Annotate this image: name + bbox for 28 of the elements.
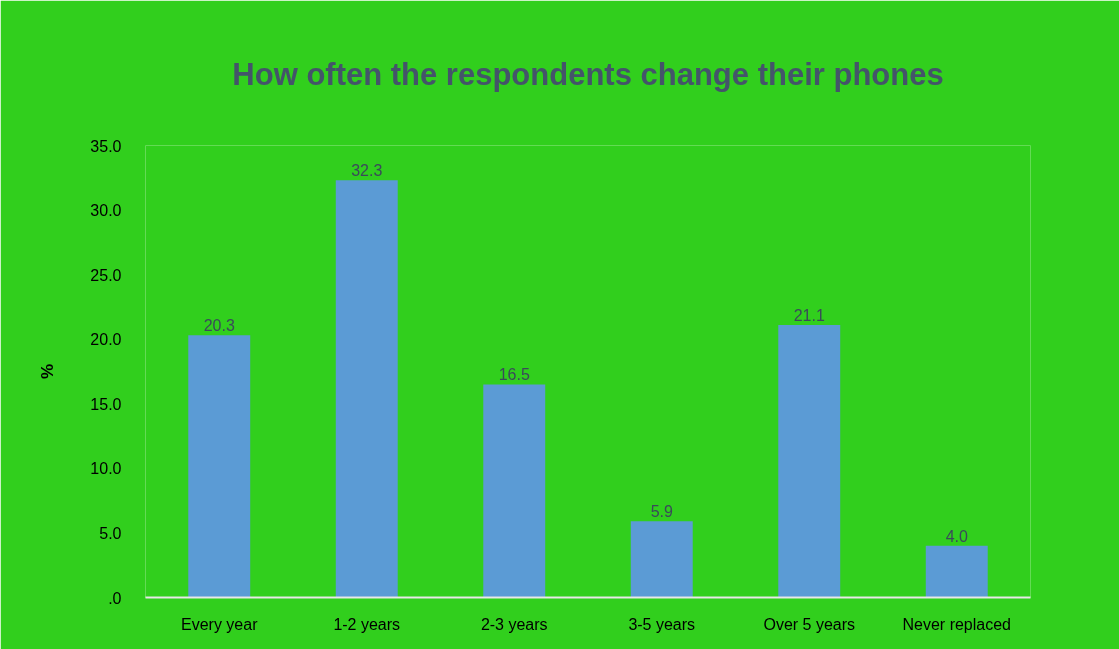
bar [483, 384, 546, 598]
bar [925, 545, 988, 598]
data-label: 4.0 [945, 527, 968, 545]
y-tick-label: 20.0 [90, 331, 122, 349]
data-label: 21.1 [793, 307, 825, 325]
bar [778, 325, 841, 598]
data-label: 32.3 [351, 162, 383, 180]
y-tick-label: 35.0 [90, 137, 122, 155]
y-tick-label: 30.0 [90, 202, 122, 220]
data-label: 16.5 [498, 366, 530, 384]
bar [335, 180, 398, 598]
y-axis-title: % [38, 363, 58, 380]
x-tick-label: Never replaced [902, 615, 1011, 633]
y-tick-label: .0 [108, 589, 122, 607]
x-tick-label: Every year [181, 615, 259, 633]
y-tick-label: 5.0 [99, 524, 122, 542]
x-tick-label: 2-3 years [480, 615, 548, 633]
x-tick-label: Over 5 years [763, 615, 856, 633]
y-tick-label: 15.0 [90, 395, 122, 413]
data-label: 20.3 [203, 317, 235, 335]
y-tick-label: 10.0 [90, 460, 122, 478]
chart-title: How often the respondents change their phones [232, 56, 944, 92]
y-tick-label: 25.0 [90, 266, 122, 284]
data-label: 5.9 [650, 503, 673, 521]
x-tick-label: 3-5 years [628, 615, 696, 633]
x-tick-label: 1-2 years [333, 615, 401, 633]
bar [188, 335, 251, 598]
bar [630, 521, 693, 598]
